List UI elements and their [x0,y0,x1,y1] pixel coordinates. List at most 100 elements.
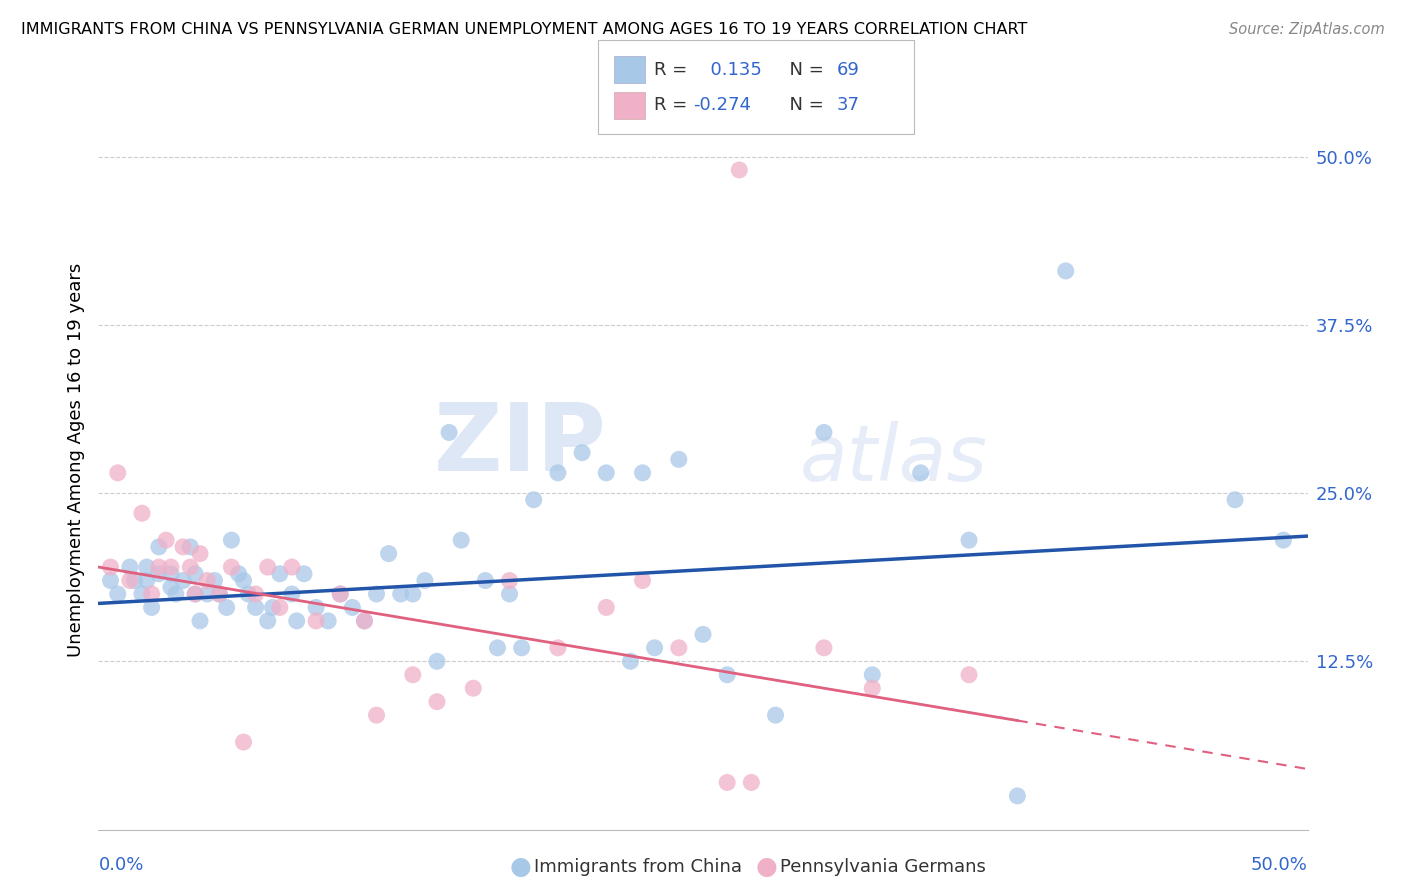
Text: -0.274: -0.274 [693,96,751,114]
Point [342,600,364,615]
Point [131,587,153,601]
Point [228,566,250,581]
Point [498,587,520,601]
Point [377,547,399,561]
Point [184,566,207,581]
Point [740,775,762,789]
Point [366,587,388,601]
Point [595,466,617,480]
Point [305,614,328,628]
Point [215,600,238,615]
Point [155,533,177,548]
Point [366,708,388,723]
Text: N =: N = [778,61,830,78]
Point [118,560,141,574]
Point [631,466,654,480]
Text: 69: 69 [837,61,859,78]
Point [148,566,170,581]
Point [292,566,315,581]
Point [1054,264,1077,278]
Point [188,547,211,561]
Point [124,574,146,588]
Text: ●: ● [509,855,531,879]
Text: atlas: atlas [800,421,987,498]
Text: Source: ZipAtlas.com: Source: ZipAtlas.com [1229,22,1385,37]
Point [135,560,157,574]
Point [245,600,267,615]
Point [619,654,641,668]
Point [107,466,129,480]
Point [353,614,375,628]
Point [100,574,122,588]
Point [172,574,194,588]
Point [118,574,141,588]
Point [716,667,738,681]
Point [957,533,980,548]
Point [860,667,883,681]
Point [195,587,218,601]
Point [571,445,593,459]
Point [141,600,163,615]
Point [813,640,835,655]
Text: N =: N = [778,96,830,114]
Point [208,587,231,601]
Point [160,580,183,594]
Text: 50.0%: 50.0% [1251,856,1308,874]
Point [100,560,122,574]
Point [463,681,485,696]
Point [208,587,231,601]
Point [172,540,194,554]
Point [426,695,449,709]
Point [716,775,738,789]
Point [135,574,157,588]
Point [668,640,690,655]
Point [256,614,278,628]
Point [232,735,254,749]
Point [498,574,520,588]
Point [245,587,267,601]
Point [413,574,436,588]
Point [1007,789,1029,803]
Point [353,614,375,628]
Text: R =: R = [654,61,693,78]
Y-axis label: Unemployment Among Ages 16 to 19 years: Unemployment Among Ages 16 to 19 years [66,262,84,657]
Point [437,425,460,440]
Point [262,600,284,615]
Point [547,640,569,655]
Point [131,506,153,520]
Point [389,587,412,601]
Point [1223,492,1246,507]
Point [813,425,835,440]
Point [1272,533,1295,548]
Point [269,600,291,615]
Point [510,640,533,655]
Point [523,492,546,507]
Point [474,574,496,588]
Point [148,540,170,554]
Point [692,627,714,641]
Text: 0.135: 0.135 [699,61,762,78]
Point [402,667,425,681]
Point [547,466,569,480]
Point [160,560,183,574]
Point [957,667,980,681]
Point [221,560,243,574]
Point [631,574,654,588]
Point [269,566,291,581]
Point [184,587,207,601]
Point [160,566,183,581]
Point [141,587,163,601]
Point [148,560,170,574]
Point [165,587,187,601]
Point [221,533,243,548]
Point [281,587,304,601]
Text: 37: 37 [837,96,859,114]
Point [179,560,201,574]
Point [179,540,201,554]
Text: ●: ● [755,855,778,879]
Point [316,614,339,628]
Text: ZIP: ZIP [433,399,606,491]
Point [184,587,207,601]
Point [486,640,509,655]
Point [107,587,129,601]
